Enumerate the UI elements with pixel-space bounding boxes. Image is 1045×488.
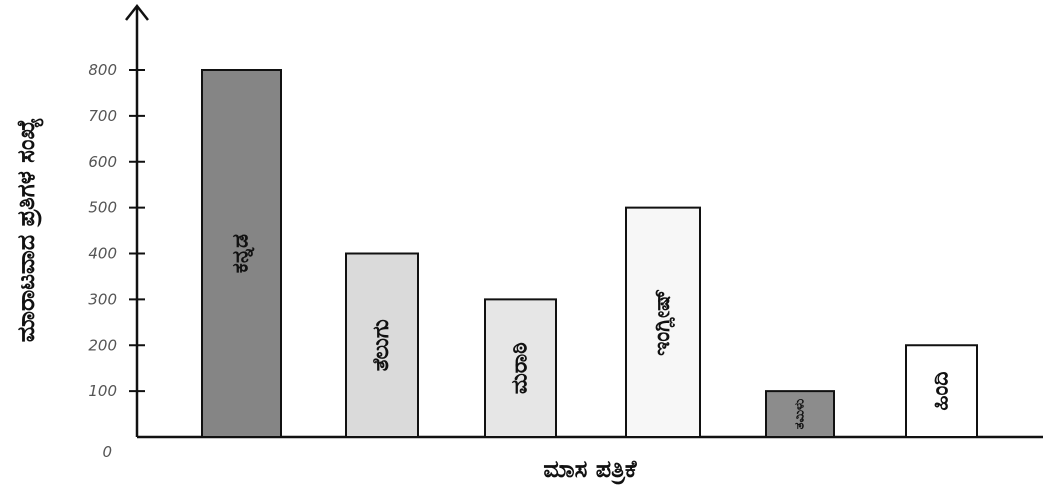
bar-category-label: ತಮಿಳು (793, 399, 808, 430)
y-tick-label: 300 (88, 290, 117, 308)
bar-category-label: ಕನ್ನಡ (229, 234, 256, 273)
bar (905, 344, 978, 438)
x-axis-title: ಮಾಸ ಪತ್ರಿಕೆ (543, 455, 637, 485)
y-axis-title: ಮಾರಾಟವಾದ ಪ್ರತಿಗಳ ಸಂಖ್ಯೆ (12, 118, 44, 343)
bar-category-label: ಹಿಂದಿ (929, 372, 954, 411)
axes (125, 3, 1043, 439)
y-tick-label: 800 (88, 61, 117, 79)
y-tick-label: 600 (88, 153, 117, 171)
y-tick-label: 100 (88, 382, 117, 400)
bar (484, 298, 557, 438)
bar-category-label: ತೆಲುಗು (369, 319, 394, 371)
bar (765, 390, 835, 438)
bar (625, 206, 701, 438)
bars (201, 69, 978, 438)
y-tick-label: 700 (88, 107, 117, 125)
bar (345, 252, 419, 438)
y-axis-arrow (125, 3, 149, 21)
y-tick-label: 0 (102, 443, 112, 461)
bar-category-label: ಮರಾಠಿ (508, 342, 533, 394)
y-ticks: 0 100 200 300 400 500 600 700 800 (88, 61, 145, 461)
bar-category-label: ಇಂಗ್ಲೀಷ್ (650, 289, 676, 356)
y-tick-label: 500 (88, 199, 117, 217)
bar (201, 69, 282, 438)
y-tick-label: 400 (88, 245, 117, 263)
bar-labels: ಕನ್ನಡ ತೆಲುಗು ಮರಾಠಿ ಇಂಗ್ಲೀಷ್ ತಮಿಳು ಹಿಂದಿ (229, 234, 954, 429)
y-tick-label: 200 (88, 336, 117, 354)
